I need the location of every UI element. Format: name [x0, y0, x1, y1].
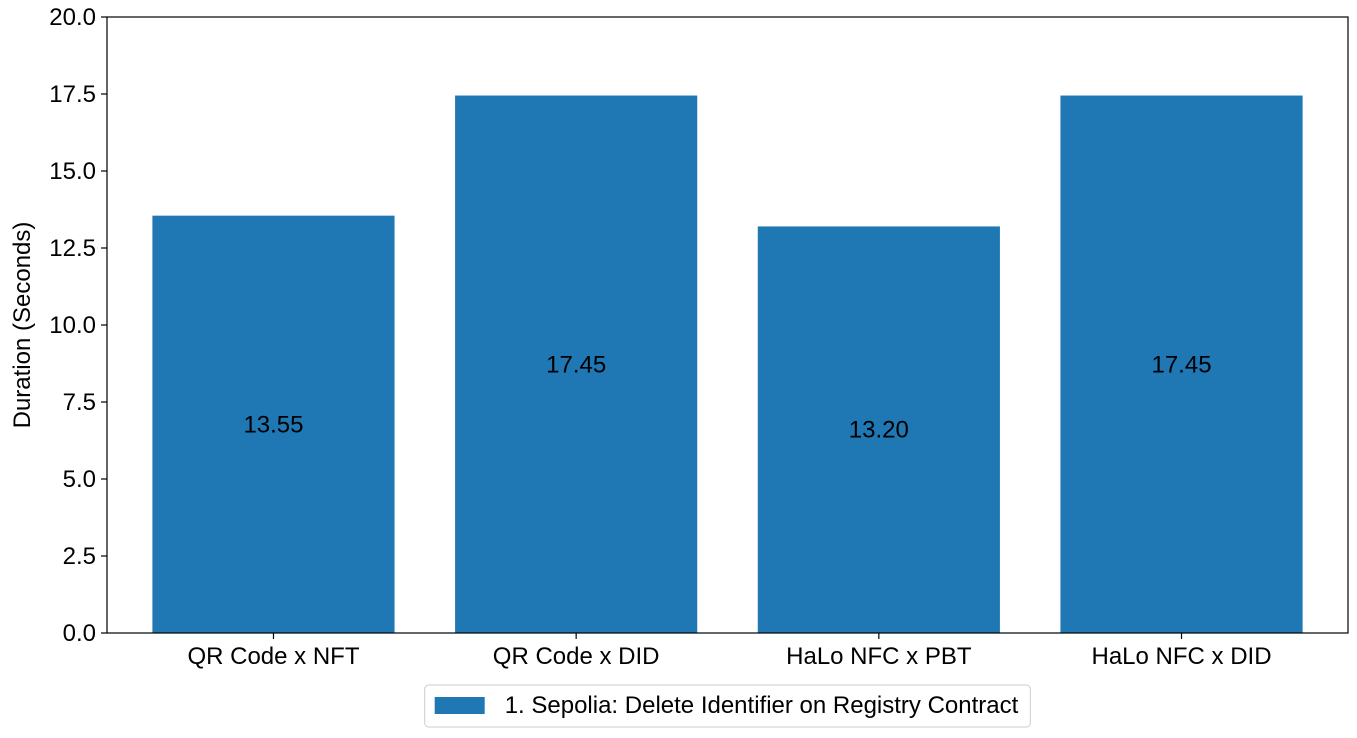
value-labels: 13.55 17.45 13.20 17.45	[243, 351, 1211, 443]
y-tick-label: 0.0	[63, 620, 96, 647]
bar-value-label: 13.55	[243, 411, 303, 438]
y-tick-label: 10.0	[49, 312, 96, 339]
y-tick-label: 15.0	[49, 158, 96, 185]
x-axis: QR Code x NFT QR Code x DID HaLo NFC x PBT…	[187, 633, 1272, 670]
bar	[1060, 95, 1303, 634]
legend-swatch	[434, 697, 485, 714]
y-tick-label: 5.0	[63, 466, 96, 493]
y-axis: 0.0 2.5 5.0 7.5 10.0 12.5 15.0 17.5 20.0	[49, 4, 107, 647]
legend-box	[424, 684, 1031, 728]
y-tick-label: 2.5	[63, 543, 96, 570]
y-tick-label: 7.5	[63, 389, 96, 416]
x-tick-label: QR Code x DID	[493, 643, 660, 670]
y-tick-label: 20.0	[49, 4, 96, 31]
x-tick-label: HaLo NFC x PBT	[786, 643, 972, 670]
x-tick-label: QR Code x NFT	[187, 643, 359, 670]
bars	[152, 95, 1303, 634]
y-axis-title: Duration (Seconds)	[9, 222, 36, 429]
bar-value-label: 17.45	[1151, 351, 1211, 378]
bar-value-label: 17.45	[546, 351, 606, 378]
y-tick-label: 12.5	[49, 235, 96, 262]
x-tick-label: HaLo NFC x DID	[1092, 643, 1272, 670]
legend: 1. Sepolia: Delete Identifier on Registr…	[424, 684, 1031, 728]
bar-value-label: 13.20	[849, 417, 909, 444]
bar	[757, 226, 1000, 633]
legend-label: 1. Sepolia: Delete Identifier on Registr…	[505, 692, 1019, 719]
bar	[455, 95, 698, 634]
bar	[152, 215, 395, 633]
y-tick-label: 17.5	[49, 81, 96, 108]
